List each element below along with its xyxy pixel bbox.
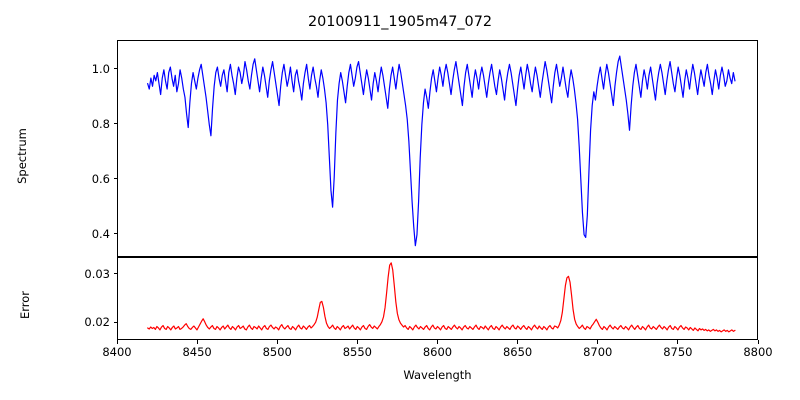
x-tick-mark (437, 340, 439, 344)
y-tick-mark-spectrum (113, 68, 117, 70)
spectrum-series-svg (147, 55, 736, 247)
x-tick-mark (196, 340, 198, 344)
spectrum-line (147, 55, 736, 247)
x-tick-label: 8750 (663, 345, 693, 359)
x-axis-label: Wavelength (403, 368, 472, 382)
y-tick-mark-spectrum (113, 123, 117, 125)
x-tick-label: 8800 (743, 345, 773, 359)
error-plot-panel (117, 257, 758, 340)
y-tick-mark-spectrum (113, 178, 117, 180)
x-tick-label: 8600 (422, 345, 453, 359)
x-tick-label: 8650 (502, 345, 533, 359)
y-tick-label-spectrum: 0.6 (91, 171, 110, 186)
x-tick-label: 8700 (583, 345, 613, 359)
y-tick-mark-error (113, 273, 117, 275)
x-tick-label: 8450 (182, 345, 212, 359)
x-tick-label: 8400 (102, 345, 132, 359)
x-tick-label: 8500 (262, 345, 292, 359)
figure-title: 20100911_1905m47_072 (307, 14, 493, 30)
error-series-svg (147, 262, 736, 333)
x-tick-mark (677, 340, 679, 344)
y-tick-label-error: 0.03 (84, 266, 110, 281)
x-tick-mark (116, 340, 118, 344)
y-tick-label-spectrum: 1.0 (91, 61, 110, 76)
y-tick-label-spectrum: 0.4 (91, 226, 110, 241)
x-tick-mark (517, 340, 519, 344)
y-axis-label-error: Error (18, 290, 32, 320)
x-tick-mark (757, 340, 759, 344)
y-axis-label-spectrum: Spectrum (15, 128, 29, 184)
x-tick-mark (597, 340, 599, 344)
x-tick-mark (276, 340, 278, 344)
y-tick-label-spectrum: 0.8 (91, 116, 110, 131)
spectrum-plot-panel (117, 40, 758, 257)
x-tick-mark (356, 340, 358, 344)
y-tick-mark-error (113, 321, 117, 323)
error-line (147, 262, 736, 333)
y-tick-mark-spectrum (113, 233, 117, 235)
x-tick-label: 8550 (342, 345, 373, 359)
y-tick-label-error: 0.02 (84, 315, 110, 330)
